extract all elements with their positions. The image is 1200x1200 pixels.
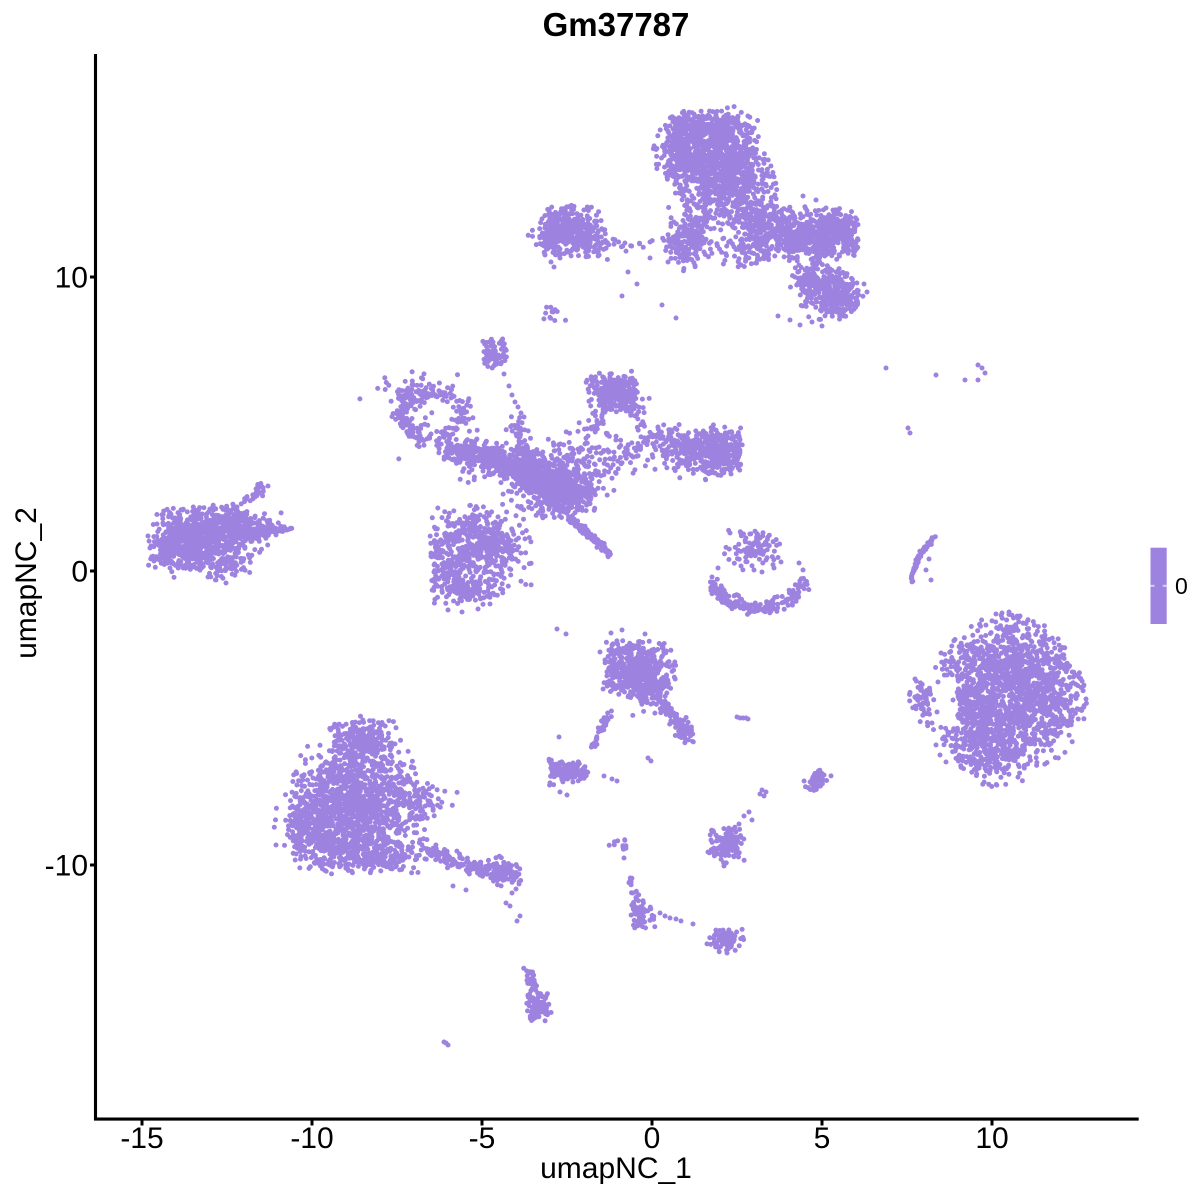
svg-text:10: 10 [55,262,88,295]
svg-text:0: 0 [1175,573,1188,599]
svg-text:Gm37787: Gm37787 [543,6,690,43]
svg-text:10: 10 [975,1122,1008,1155]
svg-text:-10: -10 [45,850,88,883]
svg-text:-10: -10 [290,1122,333,1155]
svg-text:0: 0 [71,556,88,589]
svg-text:umapNC_2: umapNC_2 [10,507,43,659]
svg-text:-5: -5 [469,1122,496,1155]
svg-text:0: 0 [644,1122,661,1155]
svg-text:-15: -15 [120,1122,163,1155]
svg-text:umapNC_1: umapNC_1 [540,1152,692,1185]
svg-text:5: 5 [814,1122,831,1155]
